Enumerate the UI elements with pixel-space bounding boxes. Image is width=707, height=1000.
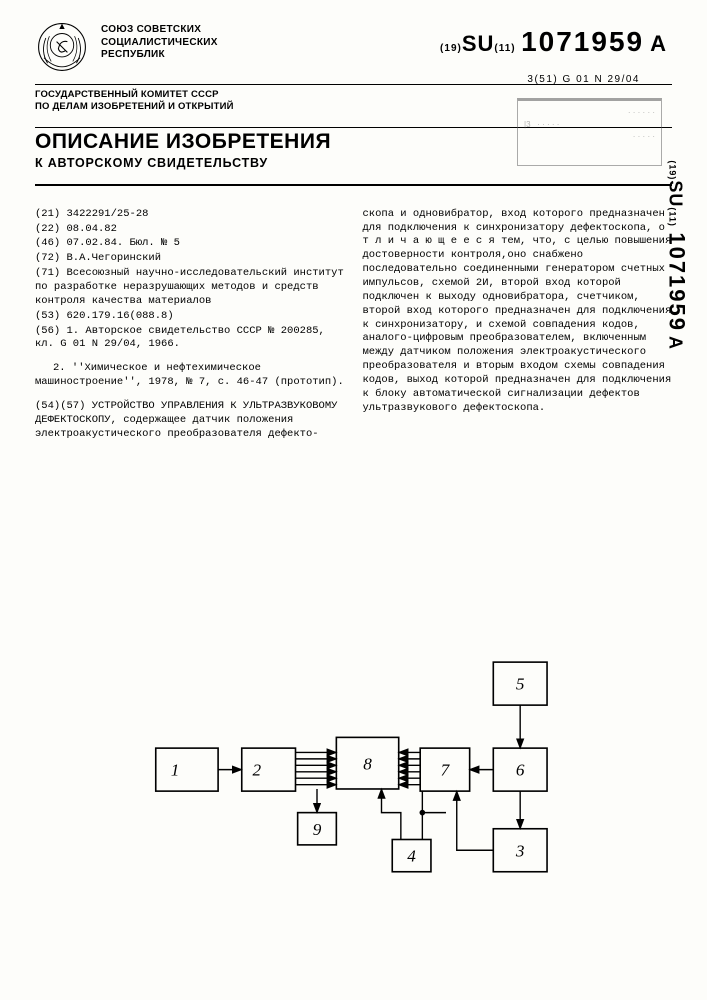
- svg-text:6: 6: [516, 761, 525, 780]
- side-publication-number: (19)SU(11) 1071959A: [664, 160, 690, 350]
- svg-text:1: 1: [171, 761, 180, 780]
- field-21: (21) 3422291/25-28: [35, 208, 345, 222]
- publication-number: (19)SU(11) 1071959A: [440, 26, 667, 58]
- field-22: (22) 08.04.82: [35, 223, 345, 237]
- svg-text:4: 4: [407, 847, 416, 866]
- left-column: (21) 3422291/25-28 (22) 08.04.82 (46) 07…: [35, 208, 345, 443]
- union-text: СОЮЗ СОВЕТСКИХ СОЦИАЛИСТИЧЕСКИХ РЕСПУБЛИ…: [101, 20, 218, 62]
- block-diagram: 1 2 8 7 6 5 3 9 4: [145, 650, 575, 900]
- svg-text:5: 5: [516, 675, 525, 694]
- ipc-classification: 3(51) G 01 N 29/04: [527, 74, 640, 85]
- field-53: (53) 620.179.16(088.8): [35, 310, 345, 324]
- svg-text:9: 9: [313, 820, 322, 839]
- svg-text:3: 3: [515, 841, 525, 860]
- abstract-continued: скопа и одновибратор, вход которого пред…: [363, 208, 673, 416]
- svg-text:7: 7: [441, 761, 451, 780]
- abstract-start: (54)(57) УСТРОЙСТВО УПРАВЛЕНИЯ К УЛЬТРАЗ…: [35, 400, 345, 442]
- body-columns: (21) 3422291/25-28 (22) 08.04.82 (46) 07…: [35, 208, 672, 443]
- field-72: (72) В.А.Чегоринский: [35, 252, 345, 266]
- field-46: (46) 07.02.84. Бюл. № 5: [35, 237, 345, 251]
- svg-text:2: 2: [253, 761, 262, 780]
- svg-text:8: 8: [363, 754, 372, 773]
- field-71: (71) Всесоюзный научно-исследовательский…: [35, 267, 345, 309]
- ussr-emblem-icon: [35, 20, 89, 74]
- field-56: (56) 1. Авторское свидетельство СССР № 2…: [35, 325, 345, 353]
- right-column: скопа и одновибратор, вход которого пред…: [363, 208, 673, 443]
- divider-thick: [35, 184, 672, 186]
- library-stamp: · · · · · · |3 · · · · · · · · · ·: [517, 98, 662, 166]
- reference-2: 2. ''Химическое и нефтехимическое машино…: [35, 362, 345, 390]
